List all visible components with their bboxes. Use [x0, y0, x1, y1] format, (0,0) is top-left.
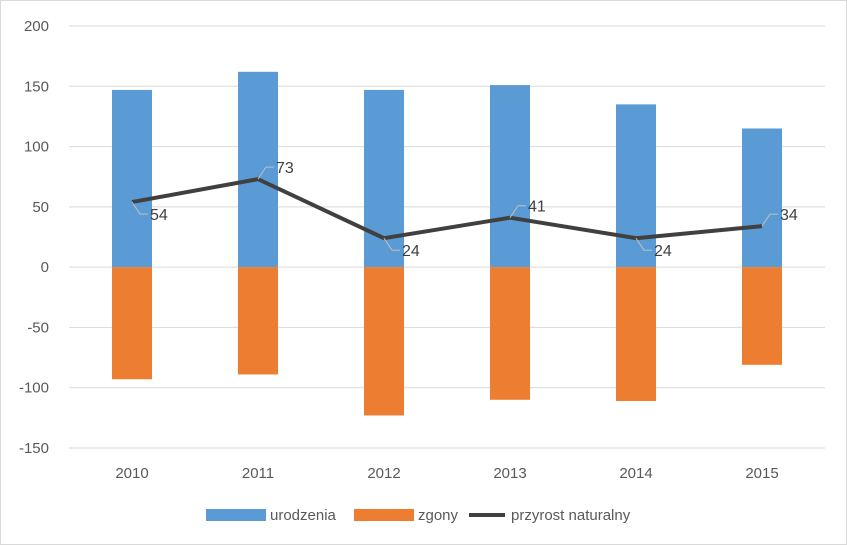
zgony-bar-2015	[742, 267, 782, 365]
data-label-leader	[131, 201, 148, 215]
data-labels: 54 73 24 41 24 34	[131, 160, 798, 260]
data-label-leader	[635, 237, 652, 251]
zgony-bar-2014	[616, 267, 656, 401]
urodzenia-bar-2011	[238, 71, 278, 268]
data-label: 34	[780, 207, 798, 224]
urodzenia-bar-2013	[490, 85, 530, 268]
urodzenia-bar-2012	[364, 89, 404, 268]
gridlines	[69, 25, 825, 449]
urodzenia-bar-2014	[616, 104, 656, 268]
data-label: 24	[402, 243, 420, 260]
data-label: 24	[654, 243, 672, 260]
data-label: 54	[150, 207, 168, 224]
y-tick-label: -50	[27, 319, 49, 336]
y-tick-label: 0	[41, 259, 49, 276]
x-tick-label: 2014	[619, 465, 652, 482]
zgony-bar-2012	[364, 267, 404, 416]
y-tick-label: 150	[24, 78, 49, 95]
y-tick-label: 50	[32, 199, 49, 216]
data-label: 41	[528, 199, 546, 216]
data-label: 73	[276, 160, 294, 177]
legend-label: urodzenia	[270, 507, 337, 524]
x-tick-label: 2012	[367, 465, 400, 482]
x-tick-label: 2010	[115, 465, 148, 482]
y-axis-ticks: 200 150 100 50 0 -50 -100 -150	[19, 18, 49, 457]
x-tick-label: 2015	[745, 465, 778, 482]
legend-swatch-urodzenia	[206, 509, 266, 521]
legend-label: przyrost naturalny	[511, 507, 631, 524]
zgony-bar-2011	[238, 267, 278, 375]
data-label-leader	[257, 166, 274, 180]
y-tick-label: 100	[24, 139, 49, 156]
x-tick-label: 2013	[493, 465, 526, 482]
data-label-leader	[383, 237, 400, 251]
y-tick-label: -100	[19, 380, 49, 397]
x-tick-label: 2011	[242, 465, 274, 482]
y-tick-label: -150	[19, 440, 49, 457]
data-label-leader	[761, 213, 778, 227]
zgony-bar-2010	[112, 267, 152, 380]
data-label-leader	[509, 205, 526, 218]
legend-label: zgony	[418, 507, 459, 524]
bars	[112, 71, 782, 416]
legend: urodzenia zgony przyrost naturalny	[206, 507, 631, 524]
y-tick-label: 200	[24, 18, 49, 35]
x-axis-ticks: 2010 2011 2012 2013 2014 2015	[115, 465, 778, 482]
line-series	[131, 177, 763, 241]
zgony-bar-2013	[490, 267, 530, 400]
urodzenia-bar-2015	[742, 128, 782, 268]
urodzenia-bar-2010	[112, 89, 152, 268]
legend-swatch-zgony	[354, 509, 414, 521]
line-przyrost naturalny	[131, 177, 763, 241]
